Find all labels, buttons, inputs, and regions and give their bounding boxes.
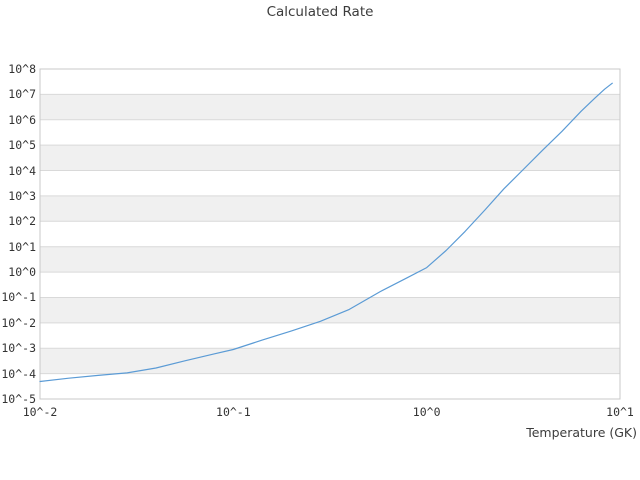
x-tick-label: 10^1 [606, 405, 634, 419]
x-axis-label: Temperature (GK) [526, 425, 637, 440]
rate-curve [39, 82, 613, 383]
x-tick-label: 10^0 [412, 405, 441, 419]
chart-title: Calculated Rate [266, 4, 374, 20]
y-tick-label: 10^-1 [1, 290, 36, 305]
decade-band [40, 246, 620, 273]
y-tick-label: 10^8 [8, 62, 36, 76]
y-tick-label: 10^6 [8, 112, 36, 127]
y-tick-label: 10^1 [8, 239, 36, 254]
y-tick-label: 10^5 [8, 138, 36, 153]
decade-band [40, 195, 620, 222]
decade-band [40, 297, 620, 323]
decade-band [40, 94, 620, 120]
y-tick-label: 10^2 [8, 214, 36, 229]
y-tick-label: 10^-3 [1, 341, 36, 356]
y-tick-label: 10^4 [8, 163, 36, 178]
y-tick-label: 10^3 [8, 188, 36, 203]
y-tick-label: 10^7 [8, 87, 36, 102]
decade-band [40, 348, 620, 374]
y-tick-label: 10^-2 [1, 315, 36, 330]
x-tick-label: 10^-2 [22, 405, 58, 419]
x-tick-label: 10^-1 [216, 405, 251, 419]
y-tick-label: 10^-5 [1, 392, 36, 406]
plot-border [39, 68, 621, 400]
y-tick-label: 10^0 [8, 265, 36, 280]
decade-band [40, 145, 620, 171]
y-tick-label: 10^-4 [1, 366, 36, 381]
